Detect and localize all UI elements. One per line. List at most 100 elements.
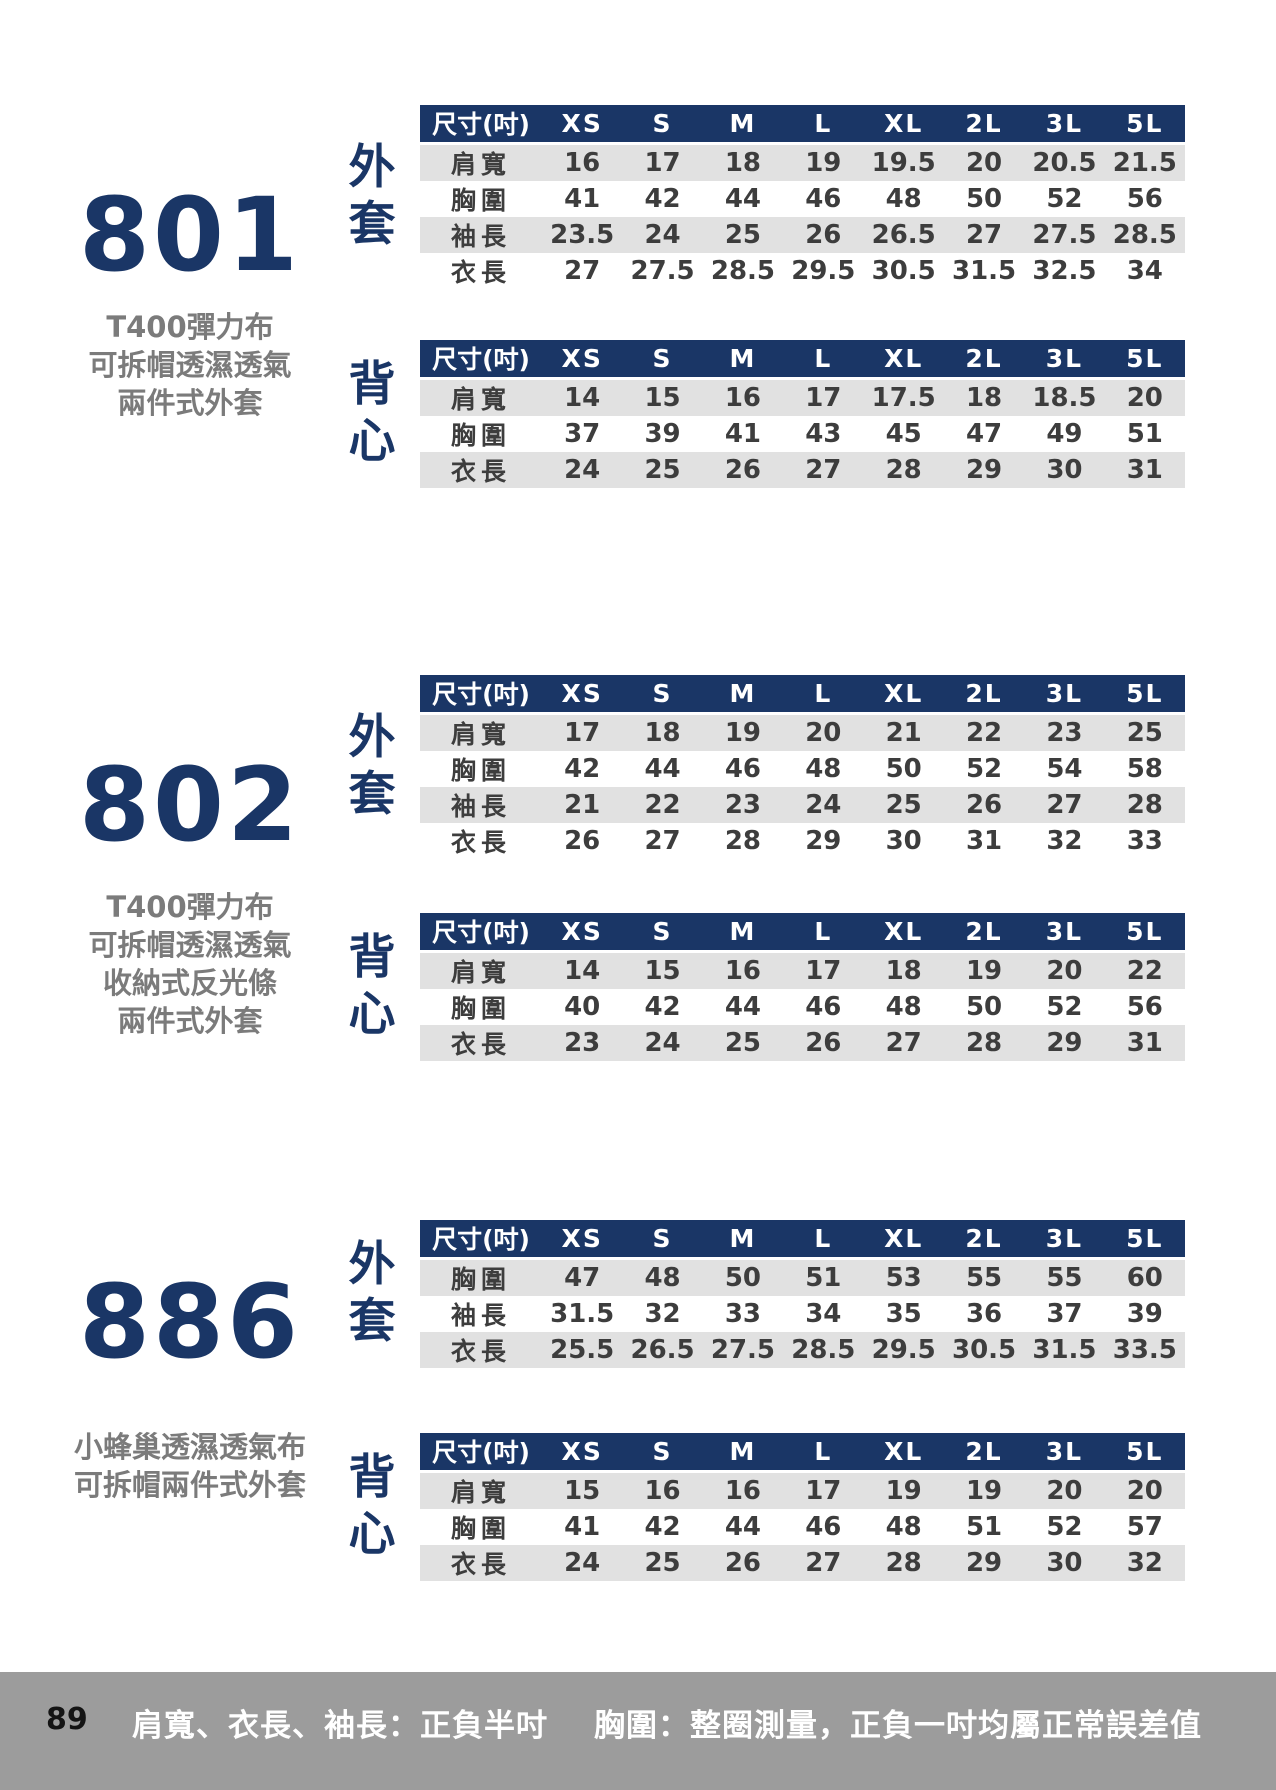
description-line: 兩件式外套 [117, 386, 263, 420]
measure-label: 衣長 [450, 257, 511, 287]
measure-value: 22 [644, 789, 681, 820]
measure-value: 44 [644, 753, 681, 784]
measure-value: 26 [564, 825, 601, 856]
measure-value: 24 [805, 789, 842, 820]
measure-value: 27.5 [630, 255, 695, 286]
measure-value: 27 [805, 1547, 842, 1578]
measure-value: 41 [724, 418, 762, 449]
size-col-5L: 5L [1104, 340, 1185, 380]
product-description-802: T400彈力布 可拆帽透濕透氣 收納式反光條 兩件式外套 [10, 888, 370, 1040]
description-line: 可拆帽透濕透氣 [88, 928, 292, 962]
size-col-3L: 3L [1024, 675, 1105, 715]
measure-row: 肩寬 16 17 18 19 19.5 20 20.5 21.5 [420, 143, 1185, 181]
size-col-3L: 3L [1024, 913, 1105, 953]
measure-label: 袖長 [450, 791, 511, 821]
garment-label-jacket-886: 外套 [334, 1236, 410, 1350]
measure-value: 18 [724, 147, 762, 178]
measure-value: 20 [1126, 1475, 1163, 1506]
measure-value: 24 [564, 454, 601, 485]
measure-value: 30 [1046, 1547, 1083, 1578]
measure-value: 27 [564, 255, 601, 286]
description-line: T400彈力布 [106, 310, 274, 344]
size-unit-header: 尺寸(吋) [420, 675, 542, 715]
size-col-3L: 3L [1024, 1433, 1105, 1473]
measure-value: 25.5 [550, 1334, 615, 1365]
measure-value: 28 [724, 825, 762, 856]
measure-label: 胸圍 [450, 993, 511, 1023]
size-col-5L: 5L [1104, 1220, 1185, 1260]
measure-label: 胸圍 [450, 185, 511, 215]
measure-value: 24 [644, 219, 681, 250]
measure-value: 20 [1126, 382, 1163, 413]
size-col-M: M [702, 675, 784, 715]
measure-label: 肩寬 [450, 957, 511, 987]
size-col-3L: 3L [1024, 1220, 1105, 1260]
size-table-886-jacket: 尺寸(吋) XS S M L XL 2L 3L 5L 胸圍 47 48 50 51 53 55 55 60 袖長 31… [420, 1220, 1185, 1368]
size-col-XL: XL [863, 105, 944, 145]
size-table-886-vest: 尺寸(吋) XS S M L XL 2L 3L 5L 肩寬 15 16 16 17 19 19 20 20 胸圍 41… [420, 1433, 1185, 1581]
measure-value: 16 [724, 1475, 762, 1506]
size-col-L: L [783, 675, 864, 715]
garment-label-vest-801: 背心 [334, 356, 410, 470]
measure-value: 42 [644, 1511, 681, 1542]
measure-value: 50 [724, 1262, 762, 1293]
measure-value: 29 [1046, 1027, 1083, 1058]
measure-value: 50 [965, 183, 1003, 214]
size-col-M: M [702, 1220, 784, 1260]
measure-value: 34 [805, 1298, 842, 1329]
size-col-M: M [702, 1433, 784, 1473]
description-line: 收納式反光條 [102, 966, 277, 1000]
size-col-S: S [622, 105, 703, 145]
measure-label: 衣長 [450, 827, 511, 857]
size-col-XS: XS [542, 675, 623, 715]
measure-value: 25 [885, 789, 922, 820]
measure-value: 51 [1126, 418, 1163, 449]
measure-label: 衣長 [450, 1336, 511, 1366]
measure-value: 37 [564, 418, 601, 449]
measure-label: 胸圍 [450, 1264, 511, 1294]
measure-value: 29.5 [871, 1334, 936, 1365]
measure-row: 胸圍 42 44 46 48 50 52 54 58 [420, 751, 1185, 787]
measure-value: 53 [885, 1262, 922, 1293]
measure-value: 50 [885, 753, 922, 784]
measure-value: 23 [1046, 717, 1083, 748]
measure-value: 37 [1046, 1298, 1083, 1329]
measure-value: 24 [564, 1547, 601, 1578]
size-col-XS: XS [542, 340, 623, 380]
measure-value: 34 [1126, 255, 1163, 286]
garment-char: 心 [348, 1507, 396, 1562]
measure-value: 55 [965, 1262, 1003, 1293]
measure-value: 16 [564, 147, 601, 178]
measure-value: 22 [965, 717, 1003, 748]
size-col-XL: XL [863, 1220, 944, 1260]
measure-value: 26.5 [871, 219, 936, 250]
measure-label: 胸圍 [450, 1513, 511, 1543]
measure-row: 肩寬 14 15 16 17 17.5 18 18.5 20 [420, 378, 1185, 416]
size-col-L: L [783, 1220, 864, 1260]
measure-value: 31 [965, 825, 1003, 856]
measure-row: 袖長 23.5 24 25 26 26.5 27 27.5 28.5 [420, 216, 1185, 253]
measure-value: 48 [805, 753, 842, 784]
measure-value: 49 [1046, 418, 1083, 449]
garment-char: 外 [348, 710, 396, 765]
measure-value: 22 [1126, 955, 1163, 986]
measure-value: 40 [564, 991, 601, 1022]
measure-value: 44 [724, 1511, 762, 1542]
size-col-2L: 2L [943, 913, 1025, 953]
measure-value: 48 [885, 183, 922, 214]
measure-value: 50 [965, 991, 1003, 1022]
measure-value: 42 [644, 991, 681, 1022]
size-col-S: S [622, 1433, 703, 1473]
size-col-2L: 2L [943, 105, 1025, 145]
measure-value: 27 [644, 825, 681, 856]
garment-char: 外 [348, 140, 396, 195]
measure-value: 15 [644, 382, 681, 413]
measure-value: 27.5 [1032, 219, 1097, 250]
size-col-XS: XS [542, 913, 623, 953]
measure-value: 27 [885, 1027, 922, 1058]
measure-value: 31.5 [951, 255, 1017, 286]
garment-label-vest-886: 背心 [334, 1449, 410, 1563]
size-col-M: M [702, 340, 784, 380]
measure-value: 31 [1126, 1027, 1163, 1058]
size-col-L: L [783, 1433, 864, 1473]
